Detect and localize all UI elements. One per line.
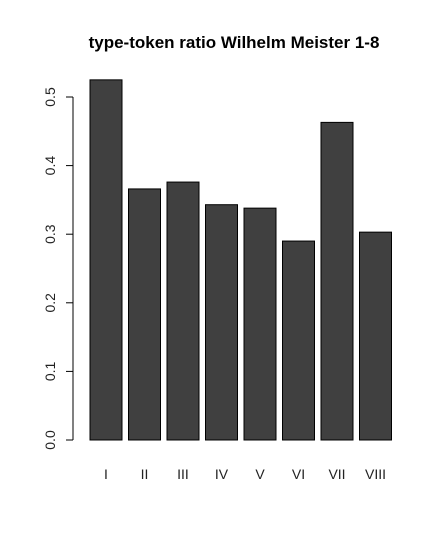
bar-II	[129, 189, 161, 440]
bar-IV	[206, 205, 238, 440]
y-tick-label: 0.3	[42, 224, 58, 244]
bar-VIII	[360, 232, 392, 440]
y-tick-label: 0.4	[42, 156, 58, 176]
x-tick-label: VII	[328, 466, 345, 482]
y-axis: 0.0 0.1 0.2 0.3 0.4 0.5	[42, 87, 73, 450]
x-tick-label: IV	[215, 466, 229, 482]
x-tick-label: I	[104, 466, 108, 482]
x-tick-label: VI	[292, 466, 305, 482]
bar-VI	[283, 241, 315, 440]
bars-group	[90, 80, 392, 440]
bar-I	[90, 80, 122, 440]
y-tick-label: 0.1	[42, 361, 58, 381]
x-tick-label: II	[141, 466, 149, 482]
bar-III	[167, 182, 199, 440]
y-tick-label: 0.5	[42, 87, 58, 107]
y-tick-label: 0.2	[42, 293, 58, 313]
x-tick-label: V	[255, 466, 265, 482]
bar-VII	[321, 122, 353, 440]
chart-title: type-token ratio Wilhelm Meister 1-8	[89, 33, 380, 52]
bar-V	[244, 208, 276, 440]
x-tick-label: VIII	[365, 466, 386, 482]
y-tick-label: 0.0	[42, 430, 58, 450]
x-tick-label: III	[177, 466, 189, 482]
x-axis-labels: I II III IV V VI VII VIII	[104, 466, 386, 482]
